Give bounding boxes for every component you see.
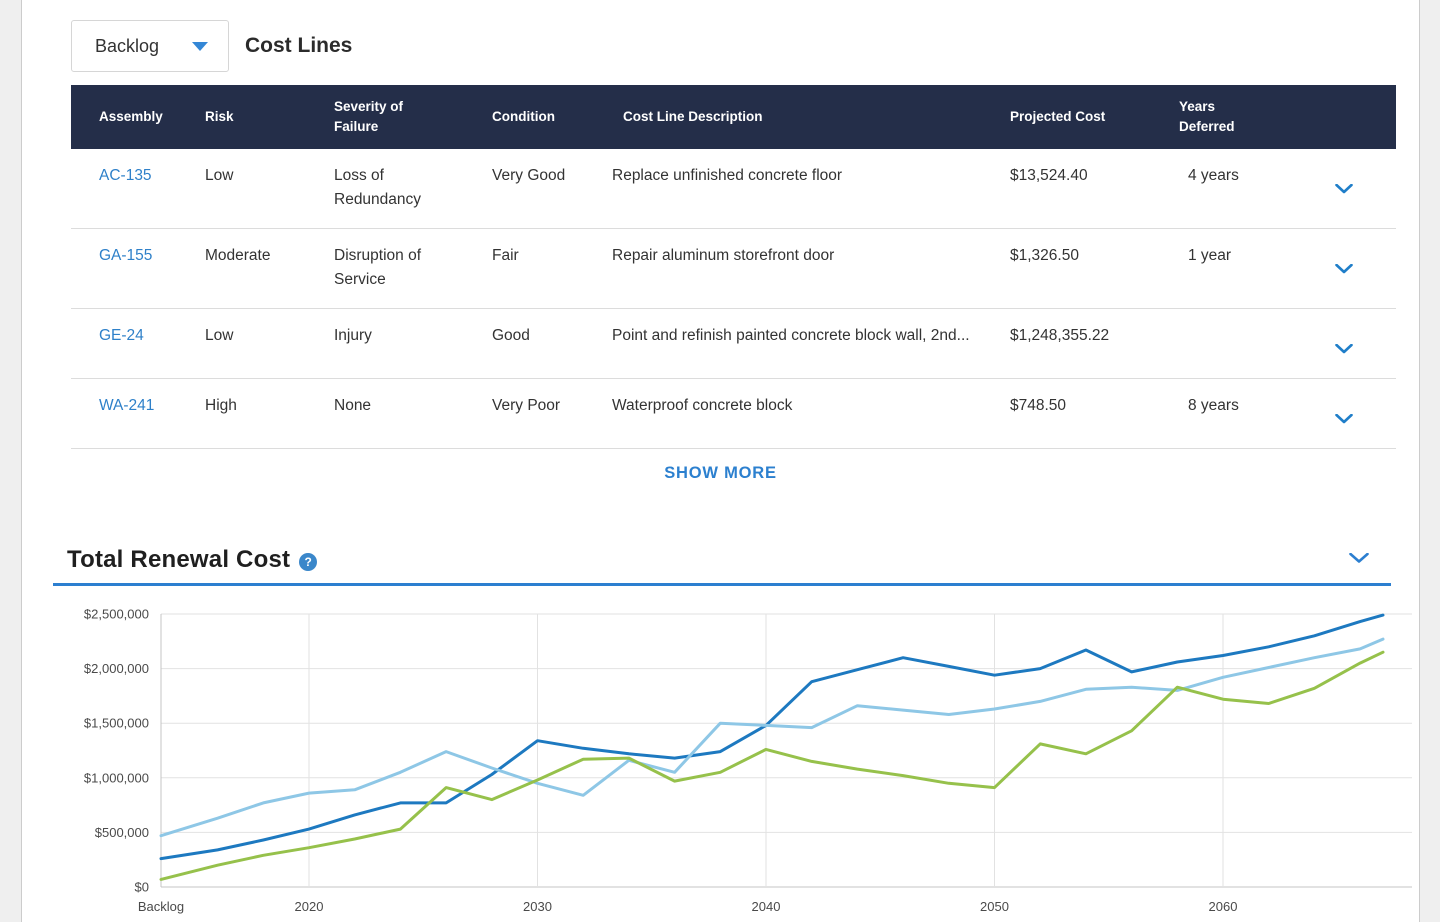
- years-deferred-cell: 1 year: [1188, 247, 1232, 265]
- x-axis-tick-label: 2060: [1209, 899, 1238, 914]
- col-header-assembly: Assembly: [99, 108, 163, 124]
- table-row: WA-241 High None Very Poor Waterproof co…: [71, 379, 1396, 450]
- severity-cell: None: [334, 397, 372, 415]
- section-collapse-chevron-icon[interactable]: [1345, 548, 1373, 571]
- projected-cost-cell: $1,248,355.22: [1010, 327, 1110, 345]
- severity-cell: Loss of Redundancy: [334, 167, 422, 209]
- row-expand-chevron-icon[interactable]: [1331, 258, 1357, 281]
- y-axis-tick-label: $0: [135, 880, 149, 895]
- total-renewal-cost-chart: $0 $500,000 $1,000,000 $1,500,000 $2,000,000…: [22, 598, 1419, 922]
- y-axis-tick-label: $2,500,000: [84, 607, 149, 622]
- years-deferred-cell: 4 years: [1188, 167, 1239, 184]
- backlog-dropdown-value: Backlog: [95, 35, 160, 56]
- description-cell: Repair aluminum storefront door: [612, 247, 835, 265]
- projected-cost-cell: $13,524.40: [1010, 167, 1088, 184]
- y-axis-tick-label: $500,000: [95, 825, 149, 840]
- col-header-projected-cost: Projected Cost: [1010, 108, 1106, 124]
- risk-cell: Low: [205, 167, 234, 184]
- assembly-link[interactable]: AC-135: [99, 167, 152, 184]
- risk-cell: Low: [205, 327, 234, 345]
- col-header-risk: Risk: [205, 108, 234, 124]
- col-header-severity: Severity of Failure: [334, 98, 404, 134]
- description-cell: Replace unfinished concrete floor: [612, 167, 843, 184]
- y-axis-tick-label: $1,500,000: [84, 716, 149, 731]
- table-header-row: Assembly Risk Severity of Failure Condit…: [71, 85, 1396, 149]
- risk-cell: High: [205, 397, 237, 415]
- assembly-link[interactable]: WA-241: [99, 397, 155, 415]
- years-deferred-cell: 8 years: [1188, 397, 1239, 415]
- condition-cell: Good: [492, 327, 530, 345]
- table-row: GE-24 Low Injury Good Point and refinish…: [71, 309, 1396, 380]
- years-deferred-cell: [1179, 309, 1311, 378]
- page: Backlog Cost Lines Assembly Risk Severit…: [21, 0, 1420, 922]
- col-header-condition: Condition: [492, 108, 555, 124]
- description-cell: Waterproof concrete block: [612, 397, 793, 415]
- col-header-years-deferred: Years Deferred: [1179, 98, 1235, 134]
- risk-cell: Moderate: [205, 247, 271, 265]
- total-renewal-cost-header: Total Renewal Cost ?: [53, 546, 1391, 587]
- assembly-link[interactable]: GA-155: [99, 247, 153, 265]
- line-chart-canvas: $0 $500,000 $1,000,000 $1,500,000 $2,000,000…: [84, 607, 1412, 914]
- cost-lines-table: Assembly Risk Severity of Failure Condit…: [71, 85, 1396, 450]
- row-expand-chevron-icon[interactable]: [1331, 408, 1357, 431]
- severity-cell: Disruption of Service: [334, 247, 422, 289]
- series-green: [159, 650, 1385, 881]
- projected-cost-cell: $1,326.50: [1010, 247, 1079, 265]
- description-cell: Point and refinish painted concrete bloc…: [612, 327, 970, 345]
- help-icon[interactable]: ?: [299, 553, 318, 572]
- condition-cell: Very Good: [492, 167, 566, 184]
- projected-cost-cell: $748.50: [1010, 397, 1067, 415]
- cost-lines-toolbar: Backlog Cost Lines: [22, 0, 1419, 72]
- condition-cell: Very Poor: [492, 397, 561, 415]
- severity-cell: Injury: [334, 327, 372, 345]
- assembly-link[interactable]: GE-24: [99, 327, 144, 345]
- total-renewal-cost-title: Total Renewal Cost: [67, 546, 291, 574]
- condition-cell: Fair: [492, 247, 519, 265]
- x-axis-tick-label: 2050: [980, 899, 1009, 914]
- table-row: GA-155 Moderate Disruption of Service Fa…: [71, 229, 1396, 310]
- y-axis-tick-label: $2,000,000: [84, 661, 149, 676]
- col-header-description: Cost Line Description: [623, 108, 763, 124]
- backlog-dropdown[interactable]: Backlog: [71, 20, 229, 72]
- cost-lines-title: Cost Lines: [245, 34, 353, 57]
- x-axis-tick-label: 2040: [752, 899, 781, 914]
- x-axis-tick-label: 2030: [523, 899, 552, 914]
- series-light-blue: [159, 637, 1385, 838]
- row-expand-chevron-icon[interactable]: [1331, 338, 1357, 361]
- y-axis-tick-label: $1,000,000: [84, 770, 149, 785]
- x-axis-tick-label: Backlog: [138, 899, 184, 914]
- show-more-button[interactable]: SHOW MORE: [664, 464, 777, 483]
- series-dark-blue: [159, 613, 1385, 861]
- x-axis-tick-label: 2020: [295, 899, 324, 914]
- caret-down-icon: [192, 41, 208, 51]
- row-expand-chevron-icon[interactable]: [1331, 178, 1357, 201]
- table-row: AC-135 Low Loss of Redundancy Very Good …: [71, 149, 1396, 230]
- table-body: AC-135 Low Loss of Redundancy Very Good …: [71, 149, 1396, 450]
